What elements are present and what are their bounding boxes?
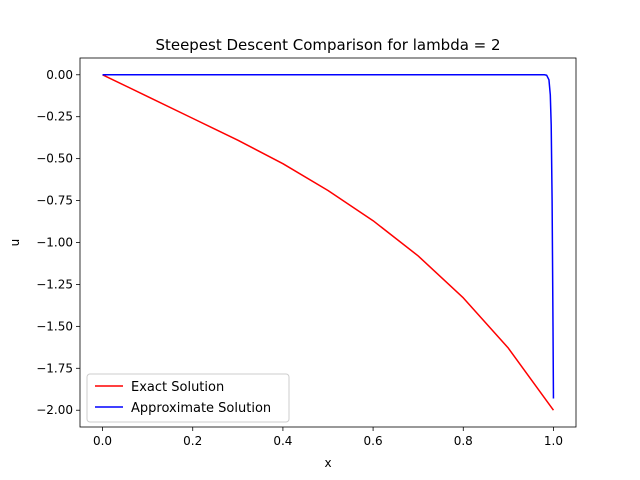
y-tick-label: −2.00 xyxy=(36,403,73,417)
x-tick-label: 0.0 xyxy=(93,434,112,448)
y-tick-label: −0.25 xyxy=(36,110,73,124)
series-line-1 xyxy=(102,74,555,399)
series-layer xyxy=(102,74,555,411)
y-tick-label: −1.50 xyxy=(36,319,73,333)
y-tick-label: −0.75 xyxy=(36,194,73,208)
x-tick-label: 0.4 xyxy=(273,434,292,448)
y-tick-label: −1.25 xyxy=(36,277,73,291)
y-tick-label: 0.00 xyxy=(46,68,73,82)
legend: Exact Solution Approximate Solution xyxy=(86,373,290,423)
series-line-0 xyxy=(102,74,555,411)
x-tick-label: 0.2 xyxy=(183,434,202,448)
x-tick-label: 0.6 xyxy=(364,434,383,448)
y-axis-label: u xyxy=(8,239,22,247)
y-tick-label: −1.00 xyxy=(36,236,73,250)
legend-entry: Exact Solution xyxy=(131,380,224,395)
x-tick-label: 1.0 xyxy=(544,434,563,448)
y-tick-label: −0.50 xyxy=(36,152,73,166)
chart-title: Steepest Descent Comparison for lambda =… xyxy=(155,36,500,54)
plot-frame xyxy=(79,57,577,428)
legend-entry: Approximate Solution xyxy=(131,401,271,416)
y-tick-label: −1.75 xyxy=(36,361,73,375)
x-axis-label: x xyxy=(324,456,331,470)
axis-ticks: 0.0 0.2 0.4 0.6 0.8 1.0 0.00 −0.25 −0.50 −0.75 −1.… xyxy=(36,68,563,448)
x-tick-label: 0.8 xyxy=(454,434,473,448)
legend-box xyxy=(86,373,290,423)
